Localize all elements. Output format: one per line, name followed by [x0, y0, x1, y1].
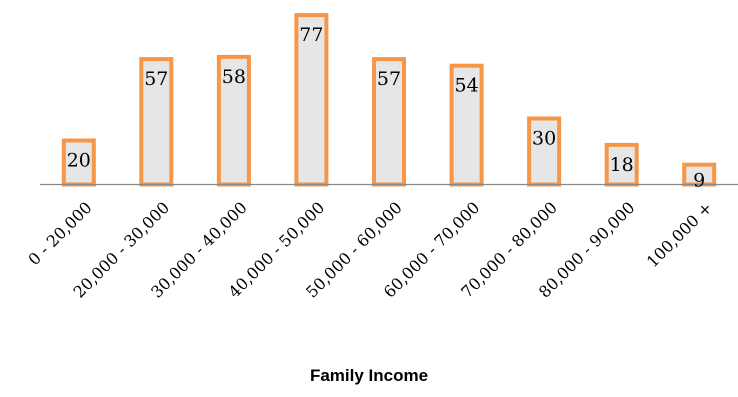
- data-label-4: 57: [377, 68, 401, 90]
- data-label-8: 9: [693, 170, 705, 192]
- bar-5: [449, 63, 484, 187]
- x-axis-title: Family Income: [309, 366, 429, 385]
- bars-layer: [61, 13, 717, 187]
- bar-3: [294, 13, 329, 187]
- data-label-5: 54: [455, 75, 479, 97]
- data-label-0: 20: [67, 150, 91, 172]
- data-label-3: 77: [299, 24, 323, 46]
- x-tick-label-0: 0 - 20,000: [24, 198, 95, 269]
- x-tick-label-8: 100,000 +: [643, 198, 716, 271]
- data-label-6: 30: [532, 128, 556, 150]
- data-label-7: 18: [610, 154, 634, 176]
- data-label-1: 57: [144, 68, 168, 90]
- bar-7: [604, 142, 639, 187]
- data-labels-layer: 20 57 58 77 57 54 30 18 9: [67, 24, 706, 192]
- data-label-2: 58: [222, 66, 246, 88]
